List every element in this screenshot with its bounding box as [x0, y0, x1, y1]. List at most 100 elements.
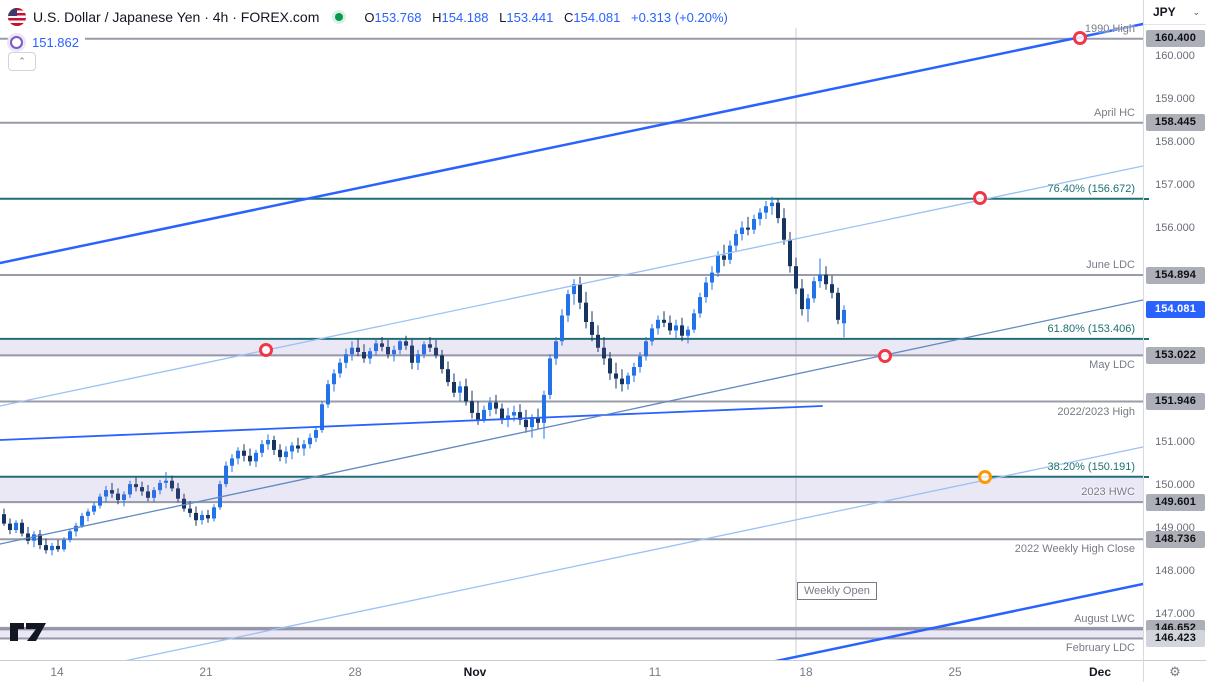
candle-body	[794, 266, 798, 289]
legend-collapse-button[interactable]: ⌃	[8, 52, 36, 71]
candle-body	[80, 515, 84, 526]
candle-body	[56, 545, 60, 550]
candle-body	[116, 493, 120, 500]
candle-body	[614, 373, 618, 379]
legend-drawing-row: 151.862	[8, 32, 85, 52]
market-open-status-icon[interactable]	[335, 13, 344, 21]
time-tick-label: Dec	[1088, 665, 1111, 679]
drawing-anchor-icon[interactable]	[10, 35, 23, 49]
candle-body	[428, 344, 432, 348]
chevron-down-icon: ⌄	[1192, 6, 1200, 17]
high-label: H	[432, 9, 442, 25]
price-axis[interactable]: JPY ⌄ 160.000 159.000 158.000 157.000 156.00…	[1143, 0, 1206, 660]
red-circle-marker[interactable]	[1073, 31, 1087, 45]
trendline-major-lower[interactable]	[676, 582, 1143, 660]
candle-body	[812, 281, 816, 299]
candle-body	[332, 373, 336, 385]
candle-body	[242, 450, 246, 456]
candle-body	[266, 440, 270, 445]
price-scale-settings[interactable]: ⚙	[1143, 660, 1206, 682]
candle-body	[344, 354, 348, 363]
candle-body	[500, 408, 504, 419]
candle-body	[146, 491, 150, 498]
candle-body	[50, 545, 54, 551]
candle-body	[278, 449, 282, 458]
candle-body	[722, 255, 726, 260]
candle-body	[32, 534, 36, 541]
time-tick-label: 25	[948, 665, 962, 679]
candle-body	[188, 508, 192, 513]
current-price-badge: 154.081	[1146, 301, 1205, 318]
weekly-open-label[interactable]: Weekly Open	[797, 582, 877, 600]
candle-body	[140, 487, 144, 492]
candle-body	[560, 315, 564, 342]
candle-body	[518, 412, 522, 420]
time-axis[interactable]: 14 21 28 Nov 11 18 25 Dec	[0, 660, 1143, 682]
price-tick-label: 147.000	[1155, 608, 1195, 620]
fib-axis-tick	[1144, 198, 1149, 200]
chart-plot-area[interactable]: 1990 High April HC 76.40% (156.672) June LD…	[0, 0, 1143, 660]
level-price-badge: 148.736	[1146, 531, 1205, 548]
candle-body	[440, 355, 444, 370]
candle-body	[284, 451, 288, 458]
candle-body	[656, 319, 660, 329]
candle-body	[296, 445, 300, 449]
candle-body	[122, 494, 126, 500]
candle-body	[404, 341, 408, 346]
fib-axis-tick	[1144, 476, 1149, 478]
candle-body	[368, 351, 372, 359]
candle-body	[632, 367, 636, 376]
candle-body	[38, 534, 42, 545]
price-zone-band	[0, 628, 1143, 639]
tradingview-logo[interactable]	[8, 619, 48, 645]
candle-body	[218, 484, 222, 508]
candle-body	[824, 274, 828, 285]
candle-body	[170, 480, 174, 489]
candle-body	[710, 272, 714, 283]
candle-body	[338, 362, 342, 374]
candle-body	[350, 347, 354, 355]
candle-body	[200, 515, 204, 521]
red-circle-marker[interactable]	[973, 191, 987, 205]
candle-body	[818, 274, 822, 282]
price-tick-label: 151.000	[1155, 436, 1195, 448]
trendline-major-upper[interactable]	[0, 22, 1143, 265]
candle-body	[356, 347, 360, 352]
channel-line-c[interactable]	[24, 446, 1143, 660]
candle-body	[152, 490, 156, 498]
red-circle-marker[interactable]	[259, 343, 273, 357]
candle-body	[416, 354, 420, 363]
candle-body	[182, 498, 186, 509]
candle-body	[782, 218, 786, 240]
currency-label: JPY	[1153, 5, 1176, 19]
candle-body	[392, 349, 396, 355]
candle-body	[206, 515, 210, 519]
candle-body	[74, 525, 78, 532]
candle-body	[8, 523, 12, 530]
channel-line-a[interactable]	[0, 165, 1143, 407]
candle-body	[398, 341, 402, 350]
red-circle-marker[interactable]	[878, 349, 892, 363]
candle-body	[374, 343, 378, 352]
candle-body	[680, 325, 684, 336]
channel-line-b[interactable]	[0, 299, 1143, 545]
high-value: 154.188	[441, 9, 489, 25]
candle-body	[320, 404, 324, 430]
candle-body	[176, 488, 180, 499]
candle-body	[248, 455, 252, 462]
price-zone-band	[0, 476, 1143, 503]
candle-body	[86, 511, 90, 516]
candle-body	[506, 415, 510, 419]
symbol-title[interactable]: U.S. Dollar / Japanese Yen · 4h · FOREX.…	[33, 9, 320, 25]
time-tick-label: 14	[50, 665, 64, 679]
currency-selector[interactable]: JPY ⌄	[1144, 0, 1206, 25]
candle-body	[554, 341, 558, 359]
orange-circle-marker[interactable]	[978, 470, 992, 484]
price-chart-canvas[interactable]	[0, 0, 1143, 660]
candle-body	[44, 545, 48, 551]
candle-body	[698, 297, 702, 314]
candle-body	[314, 430, 318, 438]
candle-body	[260, 444, 264, 453]
candle-body	[596, 334, 600, 348]
trendline-flat[interactable]	[0, 405, 823, 441]
